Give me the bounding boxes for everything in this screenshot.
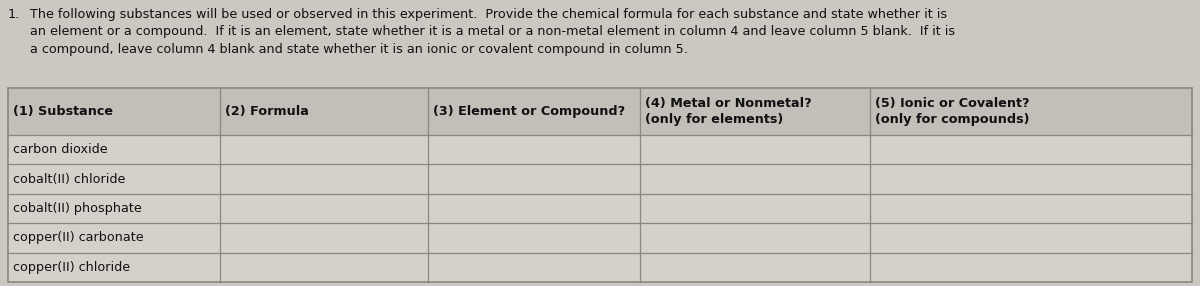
Text: carbon dioxide: carbon dioxide: [13, 143, 108, 156]
Text: copper(II) carbonate: copper(II) carbonate: [13, 231, 144, 245]
Text: cobalt(II) chloride: cobalt(II) chloride: [13, 172, 125, 186]
Text: (2) Formula: (2) Formula: [226, 105, 308, 118]
Bar: [8, 164, 1192, 194]
Bar: [8, 88, 1192, 135]
Text: 1.: 1.: [8, 8, 20, 21]
Bar: [8, 253, 1192, 282]
Text: cobalt(II) phosphate: cobalt(II) phosphate: [13, 202, 142, 215]
Text: The following substances will be used or observed in this experiment.  Provide t: The following substances will be used or…: [30, 8, 955, 56]
Text: (3) Element or Compound?: (3) Element or Compound?: [433, 105, 625, 118]
Bar: [8, 88, 1192, 282]
Text: (1) Substance: (1) Substance: [13, 105, 113, 118]
Bar: [8, 223, 1192, 253]
Bar: [8, 135, 1192, 164]
Text: (4) Metal or Nonmetal?
(only for elements): (4) Metal or Nonmetal? (only for element…: [646, 97, 811, 126]
Bar: [8, 194, 1192, 223]
Text: copper(II) chloride: copper(II) chloride: [13, 261, 130, 274]
Text: (5) Ionic or Covalent?
(only for compounds): (5) Ionic or Covalent? (only for compoun…: [875, 97, 1030, 126]
